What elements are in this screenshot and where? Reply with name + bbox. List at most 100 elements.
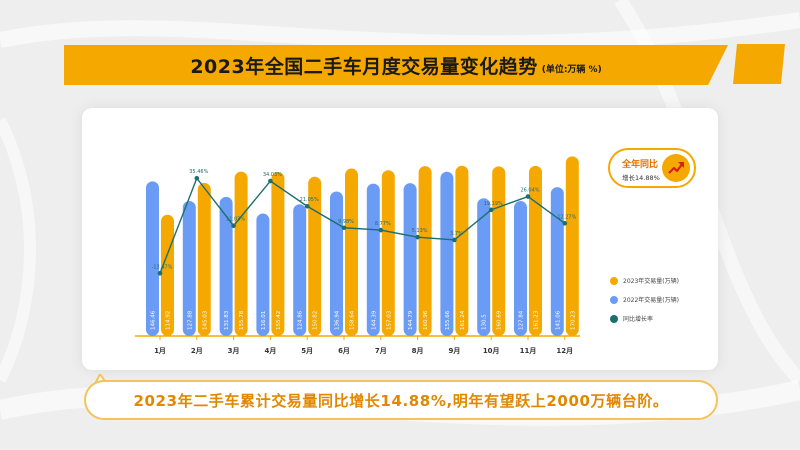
bar-2022-label-9: 155.66 xyxy=(445,310,451,330)
growth-label-12: 12.27% xyxy=(557,214,576,220)
growth-label-5: 21.05% xyxy=(300,197,319,203)
bar-2023-12 xyxy=(565,156,579,336)
trend-up-icon xyxy=(662,154,690,182)
growth-point-12 xyxy=(562,221,568,226)
x-tick-label-11: 11月 xyxy=(520,347,537,355)
bar-2023-label-2: 145.03 xyxy=(202,310,208,330)
bar-2023-7 xyxy=(381,170,395,336)
chart-legend: 2023年交易量(万辆) 2022年交易量(万辆) 同比增长率 xyxy=(610,274,679,331)
bar-2023-label-8: 160.96 xyxy=(423,310,429,330)
title-banner: 2023年全国二手车月度交易量变化趋势 (单位:万辆 %) xyxy=(64,45,728,85)
bar-2022-label-6: 136.94 xyxy=(335,310,341,330)
bar-2022-label-7: 144.39 xyxy=(371,310,377,330)
growth-point-7 xyxy=(378,227,384,233)
x-tick-label-9: 9月 xyxy=(448,347,460,355)
bar-2022-10 xyxy=(477,198,491,336)
bar-2022-label-11: 127.84 xyxy=(519,310,525,330)
growth-point-1 xyxy=(157,271,163,276)
bar-2022-7 xyxy=(366,183,380,336)
bar-2023-label-9: 161.24 xyxy=(460,310,466,330)
growth-label-8: 5.13% xyxy=(412,228,428,234)
x-tick-label-3: 3月 xyxy=(228,347,240,355)
legend-swatch-growth xyxy=(610,314,618,323)
bar-2023-2 xyxy=(197,182,211,336)
x-tick-label-10: 10月 xyxy=(483,347,500,355)
growth-label-4: 34.03% xyxy=(263,172,282,178)
legend-item-2023: 2023年交易量(万辆) xyxy=(610,274,679,287)
chart-title: 2023年全国二手车月度交易量变化趋势 xyxy=(190,55,538,78)
bar-2022-12 xyxy=(550,187,564,336)
growth-label-3: 11.03% xyxy=(226,217,245,223)
bar-2023-11 xyxy=(529,165,542,336)
bar-2022-label-10: 130.5 xyxy=(482,314,488,330)
bar-2023-label-5: 150.82 xyxy=(313,311,319,330)
growth-point-6 xyxy=(341,225,347,231)
bar-2022-2 xyxy=(182,201,196,336)
bar-2022-1 xyxy=(146,181,159,336)
bar-2022-label-2: 127.88 xyxy=(187,310,193,330)
x-tick-label-4: 4月 xyxy=(264,347,276,355)
bar-2023-label-3: 155.78 xyxy=(239,310,245,330)
legend-label-growth: 同比增长率 xyxy=(623,316,654,323)
banner-decoration xyxy=(733,44,785,84)
bar-2023-6 xyxy=(345,168,358,336)
legend-swatch-2023 xyxy=(610,276,618,285)
bar-2022-label-5: 124.86 xyxy=(298,310,304,330)
bar-2023-label-6: 158.64 xyxy=(350,310,356,330)
yoy-badge: 全年同比 增长14.88% xyxy=(608,148,696,188)
bar-2023-label-12: 170.23 xyxy=(570,310,576,330)
growth-label-1: -13.47% xyxy=(152,264,173,270)
badge-title: 全年同比 xyxy=(622,160,659,170)
chart-unit: (单位:万辆 %) xyxy=(541,64,602,75)
bar-2023-label-11: 161.23 xyxy=(534,310,540,330)
growth-label-7: 8.77% xyxy=(375,221,391,227)
legend-label-2022: 2022年交易量(万辆) xyxy=(623,297,679,304)
bar-2023-4 xyxy=(271,171,285,336)
bar-2022-label-4: 116.01 xyxy=(261,311,267,330)
growth-label-9: 3.7% xyxy=(450,231,463,237)
growth-point-3 xyxy=(231,223,236,229)
growth-point-10 xyxy=(488,207,494,213)
x-tick-label-8: 8月 xyxy=(412,347,424,355)
x-tick-label-12: 12月 xyxy=(556,347,573,355)
bar-2022-6 xyxy=(330,191,343,336)
growth-label-10: 19.19% xyxy=(484,201,503,207)
bar-2022-label-12: 141.06 xyxy=(555,310,561,330)
growth-line xyxy=(159,176,566,274)
summary-text: 2023年二手车累计交易量同比增长14.88%,明年有望跃上2000万辆台阶。 xyxy=(133,391,669,410)
growth-point-8 xyxy=(415,234,420,240)
bar-2023-10 xyxy=(492,166,506,336)
bar-2023-label-7: 157.03 xyxy=(386,310,392,330)
bar-2023-label-4: 155.42 xyxy=(276,311,282,330)
bar-2023-8 xyxy=(418,166,432,336)
growth-point-5 xyxy=(304,203,310,209)
x-tick-label-5: 5月 xyxy=(301,347,313,355)
badge-value: 增长14.88% xyxy=(622,174,660,182)
bar-2023-5 xyxy=(308,176,322,336)
bar-2022-label-8: 144.79 xyxy=(408,310,414,330)
bar-2022-11 xyxy=(514,201,527,336)
bar-2022-label-3: 131.83 xyxy=(224,310,230,330)
bar-2022-9 xyxy=(440,171,454,336)
growth-label-6: 9.98% xyxy=(338,219,354,225)
legend-item-growth: 同比增长率 xyxy=(610,312,679,325)
bar-2022-8 xyxy=(403,183,417,336)
growth-point-2 xyxy=(194,175,200,181)
summary-callout: 2023年二手车累计交易量同比增长14.88%,明年有望跃上2000万辆台阶。 xyxy=(84,380,718,420)
growth-label-2: 35.46% xyxy=(189,169,208,175)
bar-2022-3 xyxy=(219,196,233,336)
x-tick-label-1: 1月 xyxy=(154,347,166,355)
bar-2022-5 xyxy=(293,204,307,336)
bar-2023-label-1: 114.92 xyxy=(166,311,172,330)
bar-2023-9 xyxy=(455,165,469,336)
growth-label-11: 26.04% xyxy=(520,188,539,194)
x-tick-label-6: 6月 xyxy=(338,347,350,355)
legend-item-2022: 2022年交易量(万辆) xyxy=(610,293,679,306)
legend-label-2023: 2023年交易量(万辆) xyxy=(623,278,679,285)
growth-point-11 xyxy=(525,194,531,199)
x-tick-label-7: 7月 xyxy=(375,347,387,355)
x-tick-label-2: 2月 xyxy=(191,347,203,355)
growth-point-9 xyxy=(452,237,457,243)
growth-point-4 xyxy=(268,178,273,184)
